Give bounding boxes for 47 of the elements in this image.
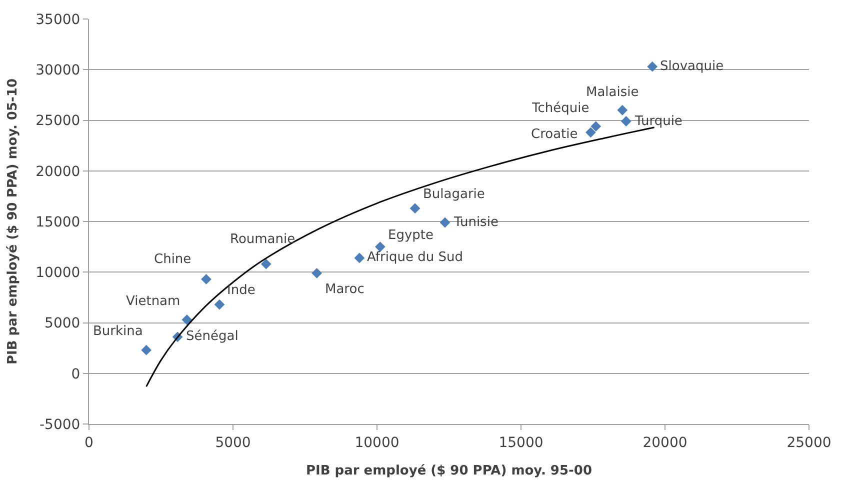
point bbox=[617, 104, 628, 116]
point bbox=[440, 217, 450, 228]
annotation: Burkina bbox=[93, 324, 143, 339]
annotation: Croatie bbox=[531, 127, 578, 142]
annotation: Slovaquie bbox=[660, 59, 724, 74]
annotation: Inde bbox=[227, 283, 256, 298]
annotation: Tchéquie bbox=[531, 101, 590, 116]
annotation: Bulagarie bbox=[423, 187, 485, 202]
x-tick-label: 20000 bbox=[642, 434, 688, 451]
x-tick-label: 10000 bbox=[354, 434, 400, 451]
point bbox=[354, 252, 365, 264]
point bbox=[214, 299, 225, 310]
annotation: Tunisie bbox=[453, 215, 498, 230]
point bbox=[620, 116, 632, 126]
y-axis-title: PIB par employé ($ 90 PPA) moy. 05-10 bbox=[6, 78, 21, 365]
annotation: Sénégal bbox=[186, 329, 238, 344]
y-tick-label: -5000 bbox=[40, 416, 80, 433]
annotation: Turquie bbox=[634, 114, 682, 129]
y-tick-label: 20000 bbox=[36, 164, 80, 180]
annotation: Afrique du Sud bbox=[367, 250, 463, 265]
x-tick-label: 25000 bbox=[786, 434, 832, 451]
annotation: Malaisie bbox=[586, 85, 639, 100]
annotation: Maroc bbox=[325, 282, 364, 297]
y-tick-label: 0 bbox=[71, 366, 80, 382]
point bbox=[182, 314, 192, 325]
annotation: Egypte bbox=[388, 228, 434, 243]
x-tick-label: 5000 bbox=[215, 434, 251, 451]
x-axis-title: PIB par employé ($ 90 PPA) moy. 95-00 bbox=[306, 463, 592, 478]
x-tick-label: 0 bbox=[84, 434, 94, 451]
y-tick-label: 5000 bbox=[44, 316, 80, 332]
y-tick-label: 25000 bbox=[36, 113, 80, 130]
y-tick-label: 30000 bbox=[36, 62, 80, 79]
point bbox=[586, 127, 596, 138]
point bbox=[647, 61, 658, 72]
annotation: Vietnam bbox=[126, 294, 180, 309]
y-tick-label: 10000 bbox=[36, 265, 80, 282]
point bbox=[590, 121, 602, 132]
point bbox=[141, 344, 152, 356]
point bbox=[260, 258, 272, 270]
point bbox=[201, 274, 212, 284]
x-tick-label: 15000 bbox=[498, 434, 544, 451]
point bbox=[312, 268, 322, 278]
annotation: Roumanie bbox=[230, 232, 296, 247]
y-tick-label: 15000 bbox=[36, 214, 80, 230]
y-tick-label: 35000 bbox=[36, 12, 80, 28]
annotation: Chine bbox=[154, 252, 192, 267]
point bbox=[410, 203, 420, 214]
